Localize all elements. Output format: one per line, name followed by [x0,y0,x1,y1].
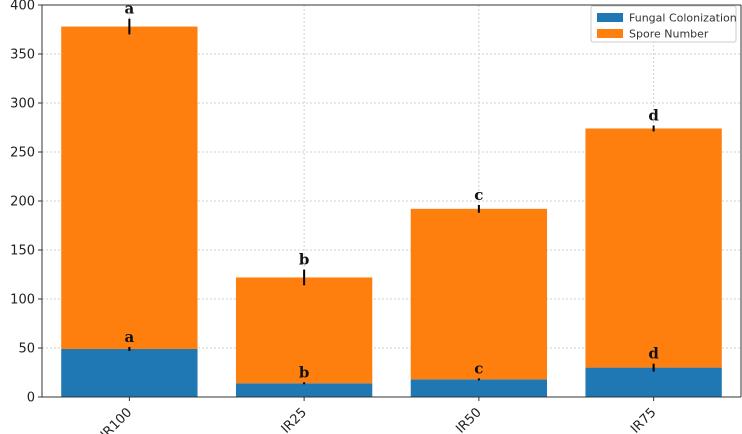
y-tick-label: 250 [10,146,35,161]
significance-labels: a b c d a b c d [125,0,660,381]
bar-fungal-colonization [410,379,548,397]
bar-spore-number [235,277,373,384]
x-tick-label: IR50 [453,405,484,434]
significance-label: a [125,0,135,18]
significance-label: c [474,186,483,204]
significance-label: b [299,251,310,269]
x-tick-label: IR25 [279,405,310,434]
x-tick-label: IR100 [98,405,135,434]
axes: 0 50 100 150 200 250 300 350 400 IR100 IR25 IR50 IR7… [10,0,742,434]
bar-fungal-colonization [585,367,722,397]
legend-box [590,5,737,43]
y-tick-label: 150 [10,244,35,259]
y-tick-label: 50 [18,342,35,357]
y-tick-label: 200 [10,195,35,210]
bar-fungal-colonization [235,383,373,397]
bars [61,26,722,397]
legend: Fungal Colonization Spore Number [590,5,737,43]
legend-label: Fungal Colonization [629,12,737,25]
bar-spore-number [61,26,198,349]
y-tick-label: 400 [10,0,35,14]
significance-label: a [125,328,135,346]
y-tick-label: 300 [10,97,35,112]
significance-label: c [474,359,483,377]
bar-spore-number [585,128,722,368]
y-tick-label: 0 [27,391,35,406]
legend-label: Spore Number [629,28,709,41]
x-tick-label: IR75 [628,405,659,434]
y-tick-label: 100 [10,293,35,308]
y-tick-label: 350 [10,48,35,63]
legend-swatch [597,13,623,22]
legend-swatch [597,29,623,38]
significance-label: d [648,107,659,125]
significance-label: b [299,363,310,381]
significance-label: d [648,345,659,363]
bar-fungal-colonization [61,348,198,397]
bar-spore-number [410,208,548,380]
error-bars [128,18,655,385]
